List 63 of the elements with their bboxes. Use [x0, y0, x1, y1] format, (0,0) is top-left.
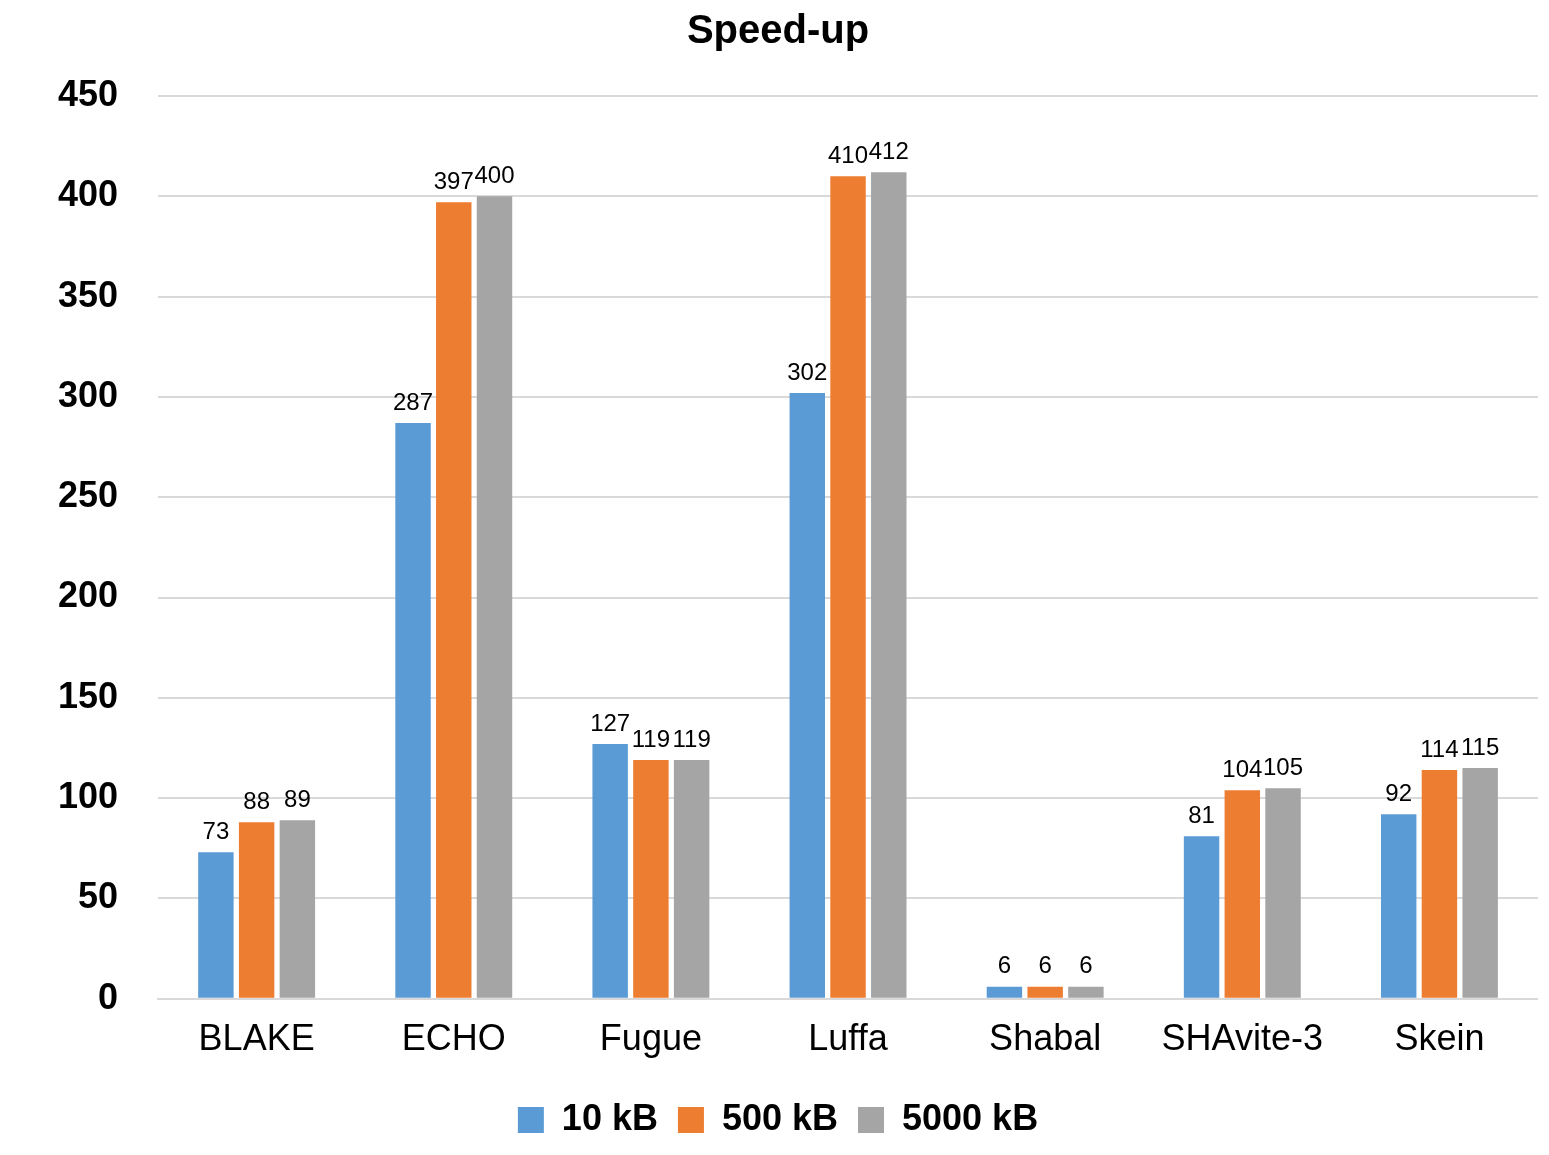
bar — [238, 822, 275, 998]
bar — [279, 820, 316, 998]
data-label: 410 — [828, 140, 869, 168]
legend-label: 500 kB — [721, 1096, 839, 1138]
bar — [1183, 836, 1220, 998]
legend-label: 10 kB — [561, 1096, 658, 1138]
bar — [1027, 986, 1063, 998]
bar — [198, 852, 234, 998]
y-tick-label: 0 — [98, 975, 119, 1017]
bar — [789, 392, 826, 998]
bar — [476, 196, 513, 998]
data-label: 104 — [1222, 754, 1263, 782]
y-tick-label: 350 — [57, 273, 119, 315]
bar — [1462, 768, 1498, 998]
x-tick-label: Fugue — [599, 1017, 702, 1059]
data-label: 92 — [1385, 778, 1413, 806]
y-tick-label: 150 — [57, 674, 119, 716]
data-label: 302 — [787, 357, 828, 385]
data-label: 412 — [868, 136, 909, 164]
data-label: 287 — [393, 387, 434, 415]
data-label: 127 — [590, 708, 631, 736]
x-tick-label: ECHO — [401, 1017, 506, 1059]
y-tick-label: 200 — [57, 574, 119, 616]
data-label: 6 — [1038, 951, 1052, 979]
y-tick-label: 400 — [57, 173, 119, 215]
bar — [592, 744, 628, 998]
bar — [871, 172, 907, 998]
y-tick-label: 450 — [57, 72, 119, 114]
data-label: 73 — [202, 816, 230, 844]
bar — [830, 176, 866, 998]
x-tick-label: SHAvite-3 — [1161, 1017, 1323, 1059]
bar — [1380, 814, 1417, 998]
data-label: 400 — [474, 160, 515, 188]
data-label: 88 — [243, 786, 270, 814]
data-label: 397 — [433, 166, 474, 194]
bar — [1265, 788, 1301, 998]
data-label: 105 — [1263, 752, 1304, 780]
bar — [395, 423, 431, 998]
y-tick-label: 250 — [57, 474, 119, 516]
data-label: 89 — [284, 784, 311, 812]
y-tick-label: 50 — [78, 875, 119, 917]
data-label: 81 — [1188, 800, 1215, 828]
bar — [1224, 790, 1261, 998]
y-tick-label: 300 — [57, 373, 119, 415]
data-label: 119 — [672, 724, 711, 752]
chart-title: Speed-up — [686, 7, 870, 52]
x-tick-label: BLAKE — [198, 1017, 315, 1059]
x-tick-label: Shabal — [989, 1017, 1102, 1059]
legend-label: 5000 kB — [902, 1096, 1039, 1138]
data-label: 6 — [1079, 951, 1093, 979]
bar — [673, 760, 710, 998]
data-label: 115 — [1461, 732, 1500, 760]
x-tick-label: Luffa — [808, 1017, 889, 1059]
y-tick-label: 100 — [57, 775, 119, 817]
bar — [986, 986, 1023, 998]
bar — [633, 760, 669, 998]
data-label: 114 — [1420, 734, 1459, 762]
data-label: 119 — [631, 724, 671, 752]
bar — [436, 202, 472, 998]
x-tick-label: Skein — [1394, 1017, 1485, 1059]
data-label: 6 — [997, 951, 1012, 979]
bar — [1421, 770, 1458, 998]
bar — [1068, 986, 1104, 998]
